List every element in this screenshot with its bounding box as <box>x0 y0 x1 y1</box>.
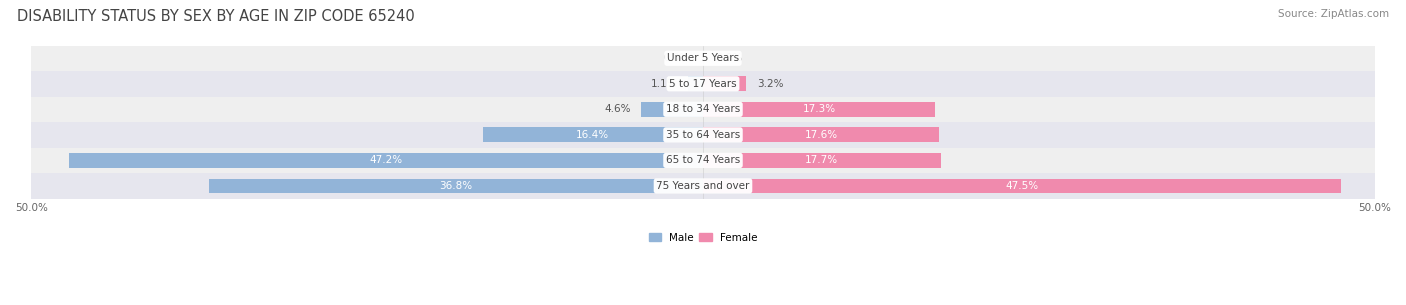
Text: Under 5 Years: Under 5 Years <box>666 53 740 63</box>
Bar <box>688 76 703 91</box>
Bar <box>482 127 703 142</box>
Text: 65 to 74 Years: 65 to 74 Years <box>666 156 740 165</box>
Text: 0.0%: 0.0% <box>717 53 742 63</box>
Bar <box>703 178 1341 193</box>
Text: 75 Years and over: 75 Years and over <box>657 181 749 191</box>
Text: 18 to 34 Years: 18 to 34 Years <box>666 104 740 114</box>
Text: 16.4%: 16.4% <box>576 130 609 140</box>
Text: 4.6%: 4.6% <box>605 104 630 114</box>
Text: 47.5%: 47.5% <box>1005 181 1039 191</box>
Text: 17.6%: 17.6% <box>804 130 838 140</box>
Text: Source: ZipAtlas.com: Source: ZipAtlas.com <box>1278 9 1389 19</box>
Bar <box>208 178 703 193</box>
Text: 1.1%: 1.1% <box>651 79 678 89</box>
Bar <box>31 122 1375 148</box>
Text: 3.2%: 3.2% <box>756 79 783 89</box>
Text: 17.3%: 17.3% <box>803 104 835 114</box>
Bar <box>31 148 1375 173</box>
Bar <box>703 127 939 142</box>
Bar <box>703 153 941 168</box>
Legend: Male, Female: Male, Female <box>648 232 758 242</box>
Text: 5 to 17 Years: 5 to 17 Years <box>669 79 737 89</box>
Bar <box>31 45 1375 71</box>
Bar <box>31 97 1375 122</box>
Text: DISABILITY STATUS BY SEX BY AGE IN ZIP CODE 65240: DISABILITY STATUS BY SEX BY AGE IN ZIP C… <box>17 9 415 24</box>
Bar <box>703 76 747 91</box>
Bar <box>703 102 935 117</box>
Text: 17.7%: 17.7% <box>806 156 838 165</box>
Text: 0.0%: 0.0% <box>664 53 689 63</box>
Text: 47.2%: 47.2% <box>370 156 402 165</box>
Bar <box>641 102 703 117</box>
Text: 35 to 64 Years: 35 to 64 Years <box>666 130 740 140</box>
Bar <box>31 173 1375 199</box>
Text: 36.8%: 36.8% <box>439 181 472 191</box>
Bar <box>31 71 1375 97</box>
Bar <box>69 153 703 168</box>
